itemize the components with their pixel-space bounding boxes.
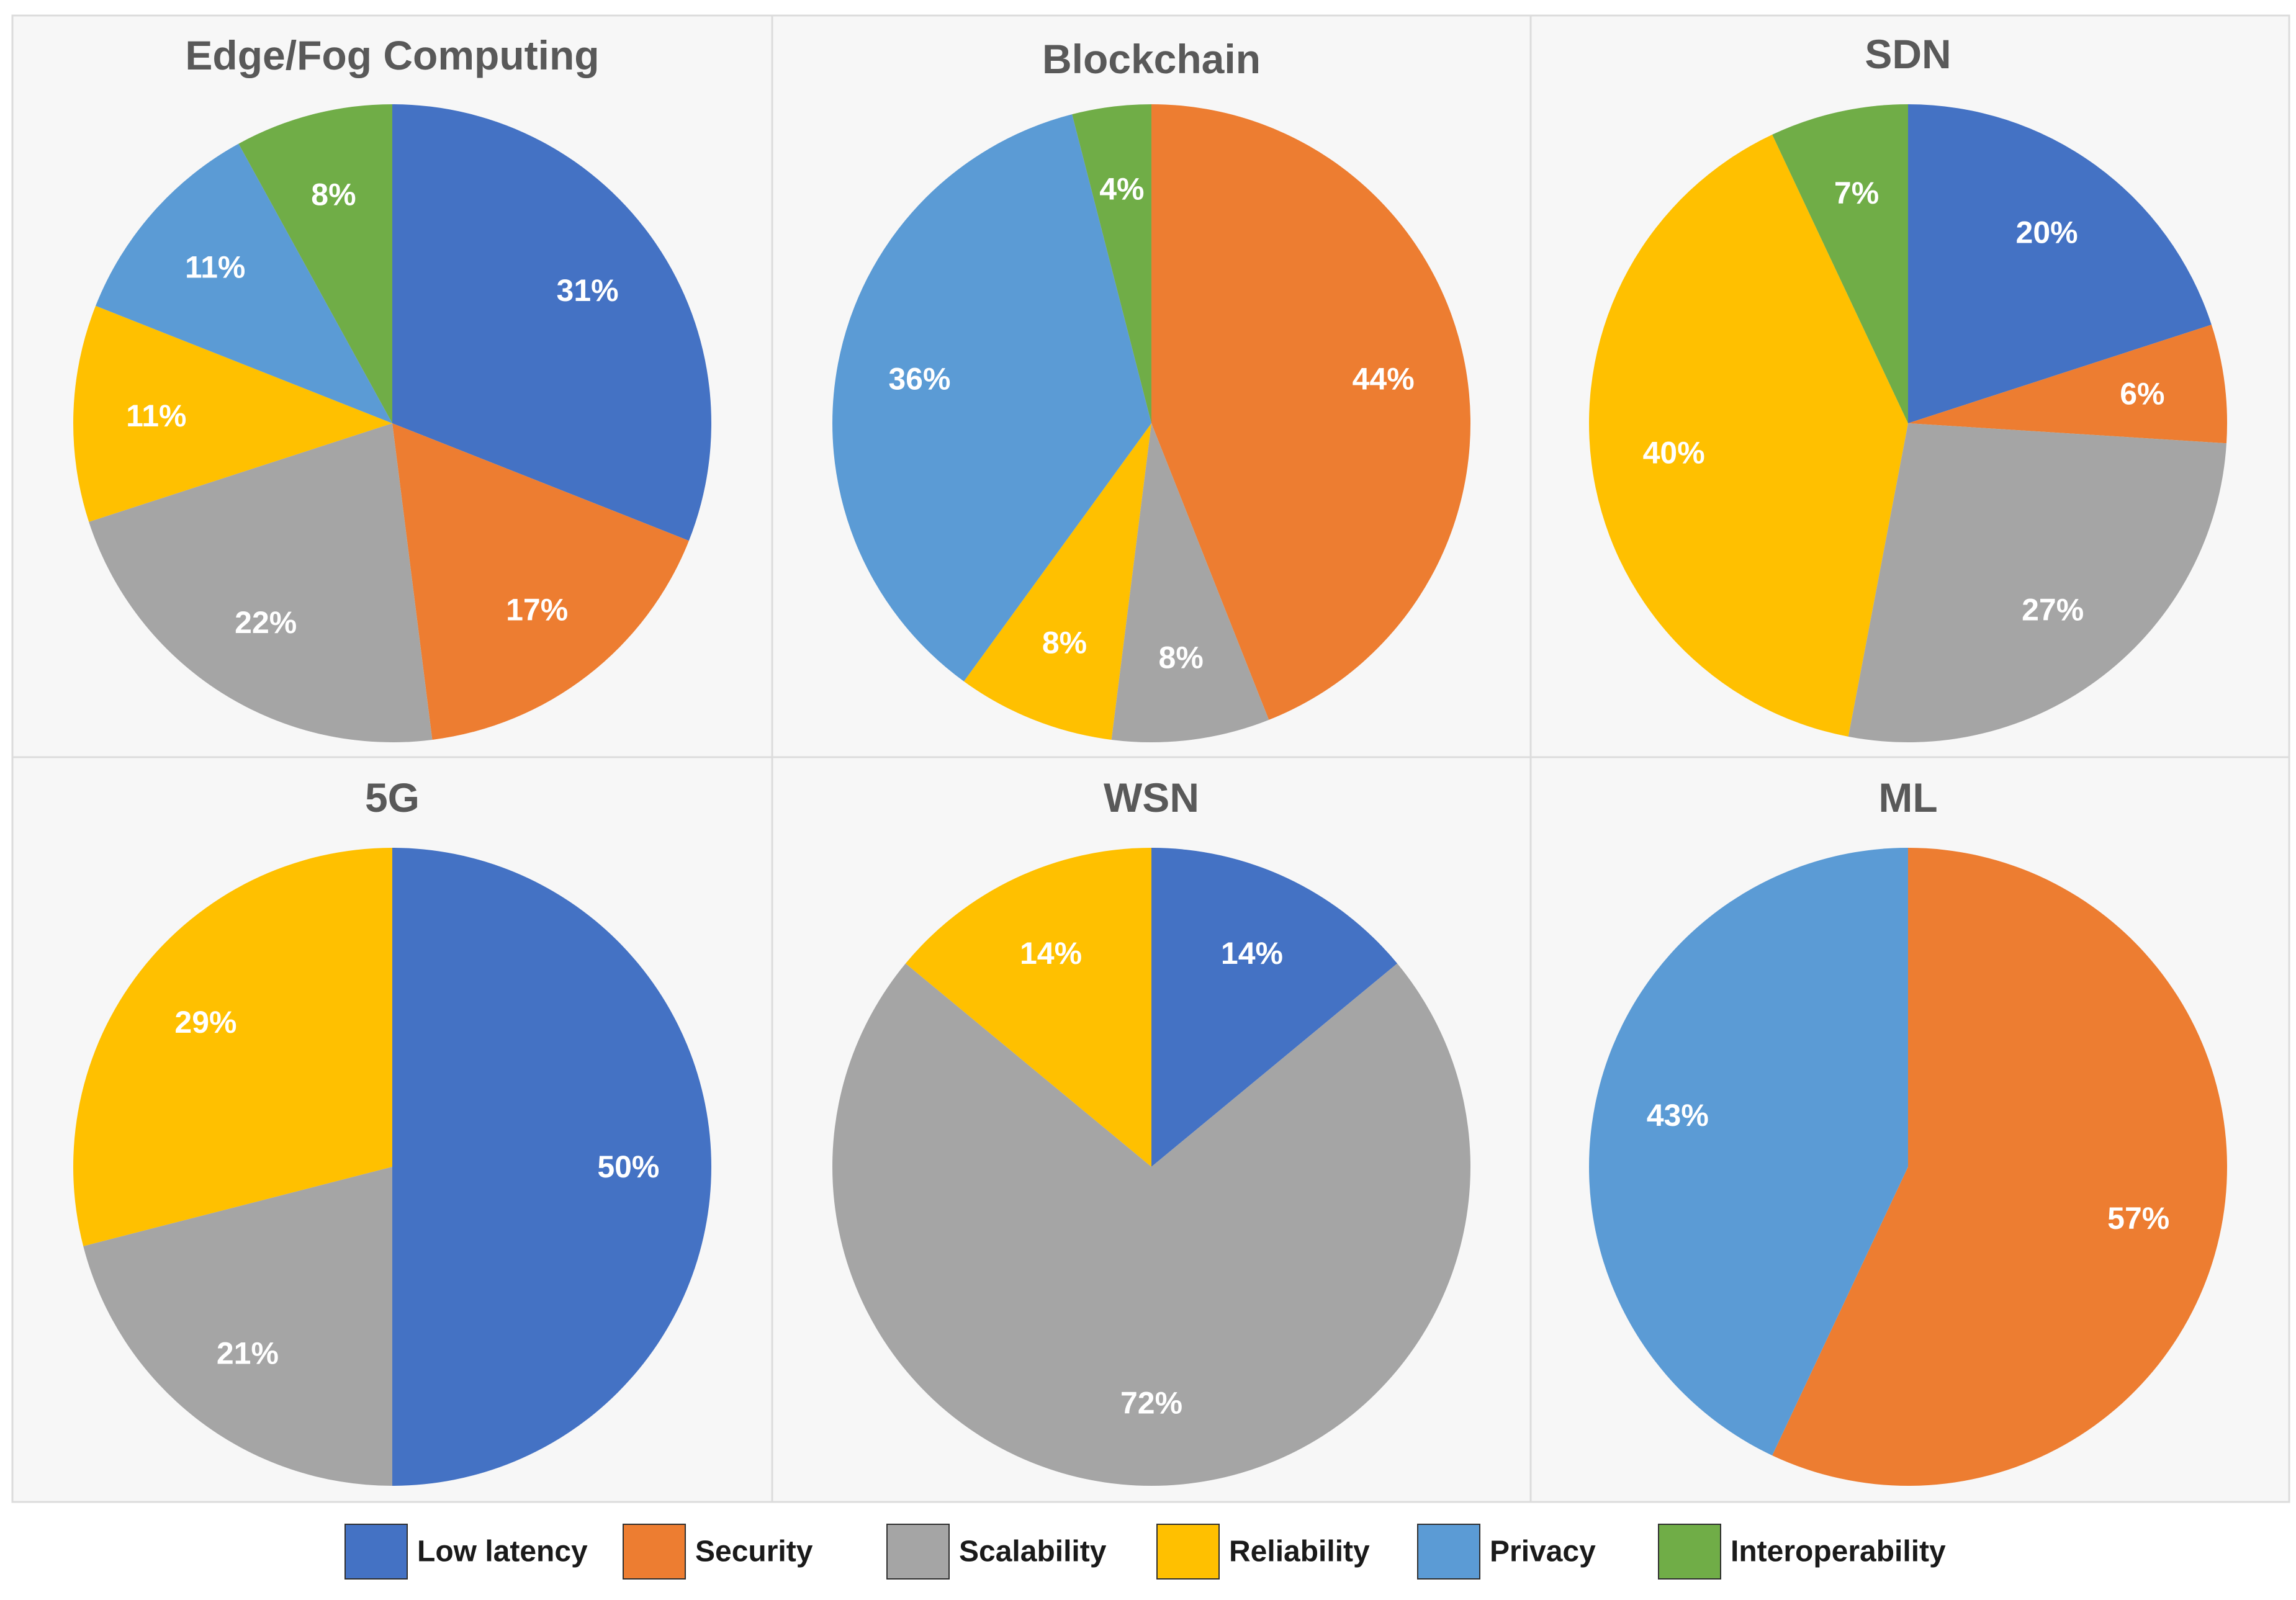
pie-slice-scalability [832, 963, 1470, 1486]
chart-title: ML [1878, 775, 1937, 820]
pie-panel-wsn: WSN 14% 72% 14% [771, 756, 1532, 1503]
legend-swatch [886, 1524, 950, 1580]
slice-label-reliability: 29% [174, 1005, 236, 1040]
pie-panel-sdn: SDN 20% 6% 27% 40% 7% [1529, 14, 2290, 758]
pie-slice-interoperability [238, 104, 392, 423]
legend-swatch [344, 1524, 408, 1580]
slice-label-low-latency: 14% [1221, 936, 1283, 971]
legend-label: Reliability [1229, 1535, 1370, 1568]
legend-item-reliability: Reliability [1156, 1524, 1370, 1580]
pie-panel-blockchain: Blockchain 44% 8% 8% 36% 4% [771, 14, 1532, 758]
legend-item-scalability: Scalability [886, 1524, 1107, 1580]
pie-slice-interoperability [1072, 104, 1151, 423]
pie-slice-scalability [83, 1167, 392, 1486]
legend-label: Security [695, 1535, 813, 1568]
slice-label-scalability: 27% [2022, 593, 2084, 627]
legend: Low latency Security Scalability Reliabilit… [344, 1524, 1946, 1580]
slice-label-privacy: 43% [1647, 1098, 1709, 1133]
pie-panel-5g: 5G 50% 21% 29% [11, 756, 773, 1503]
pie-slice-reliability [73, 848, 393, 1246]
pie-panel-ml: ML 57% 43% [1529, 756, 2290, 1503]
slice-label-security: 44% [1353, 362, 1415, 397]
pie-slice-reliability [905, 847, 1151, 1167]
pie-slice-privacy [1589, 848, 1908, 1456]
legend-item-interoperability: Interoperability [1658, 1524, 1946, 1580]
pie-slice-security [392, 423, 689, 740]
legend-item-low-latency: Low latency [344, 1524, 588, 1580]
chart-panels: Edge/Fog Computing31%17%22%11%11%8%Block… [11, 14, 2290, 1503]
legend-swatch [1658, 1524, 1721, 1580]
legend-swatch [1417, 1524, 1480, 1580]
pie-slice-interoperability [1772, 104, 1908, 423]
chart-title: 5G [365, 775, 420, 820]
legend-label: Interoperability [1731, 1535, 1946, 1568]
pie-slice-scalability [1111, 423, 1269, 743]
chart-title: Edge/Fog Computing [185, 32, 599, 78]
slice-label-security: 17% [506, 593, 568, 627]
pie-slice-reliability [963, 423, 1151, 740]
slice-label-scalability: 8% [1159, 640, 1204, 675]
slice-label-privacy: 36% [888, 362, 950, 397]
pie-slice-low-latency [392, 848, 711, 1486]
slice-label-interoperability: 4% [1099, 172, 1144, 207]
pie-slice-privacy [832, 114, 1151, 681]
slice-label-scalability: 21% [217, 1336, 279, 1371]
legend-swatch [623, 1524, 686, 1580]
slice-label-interoperability: 8% [311, 178, 356, 212]
legend-label: Scalability [959, 1535, 1107, 1568]
chart-title: WSN [1104, 775, 1199, 820]
pie-slice-low-latency [1151, 848, 1398, 1167]
slice-label-reliability: 40% [1643, 436, 1705, 470]
pie-slice-reliability [1588, 134, 1908, 737]
legend-swatch [1156, 1524, 1220, 1580]
pie-slice-privacy [96, 143, 392, 423]
pie-slice-scalability [89, 423, 433, 743]
slice-label-interoperability: 7% [1834, 176, 1879, 210]
legend-label: Privacy [1490, 1535, 1596, 1568]
slice-label-reliability: 11% [126, 398, 186, 433]
slice-label-reliability: 14% [1020, 936, 1082, 971]
pie-panel-edge-fog-computing: Edge/Fog Computing 31% 17% 22% 11% 11% 8% [11, 14, 773, 758]
pie-slice-scalability [1848, 423, 2226, 743]
legend-item-security: Security [623, 1524, 813, 1580]
slice-label-reliability: 8% [1042, 626, 1087, 660]
slice-label-scalability: 72% [1120, 1385, 1182, 1420]
pie-slice-security [1151, 104, 1471, 720]
slice-label-scalability: 22% [235, 605, 297, 640]
slice-label-security: 57% [2107, 1201, 2169, 1236]
slice-label-low-latency: 31% [557, 273, 619, 308]
chart-title: Blockchain [1042, 36, 1261, 82]
pie-slice-reliability [73, 305, 392, 522]
pie-slice-security [1908, 325, 2228, 444]
slice-label-privacy: 11% [185, 249, 245, 284]
slice-label-security: 6% [2120, 376, 2164, 411]
chart-title: SDN [1865, 31, 1951, 77]
legend-label: Low latency [417, 1535, 588, 1568]
slice-label-low-latency: 20% [2016, 215, 2078, 249]
slice-label-low-latency: 50% [597, 1149, 659, 1184]
pie-slice-low-latency [392, 104, 712, 541]
pie-slice-security [1772, 848, 2228, 1486]
legend-item-privacy: Privacy [1417, 1524, 1596, 1580]
pie-slice-low-latency [1908, 104, 2212, 423]
